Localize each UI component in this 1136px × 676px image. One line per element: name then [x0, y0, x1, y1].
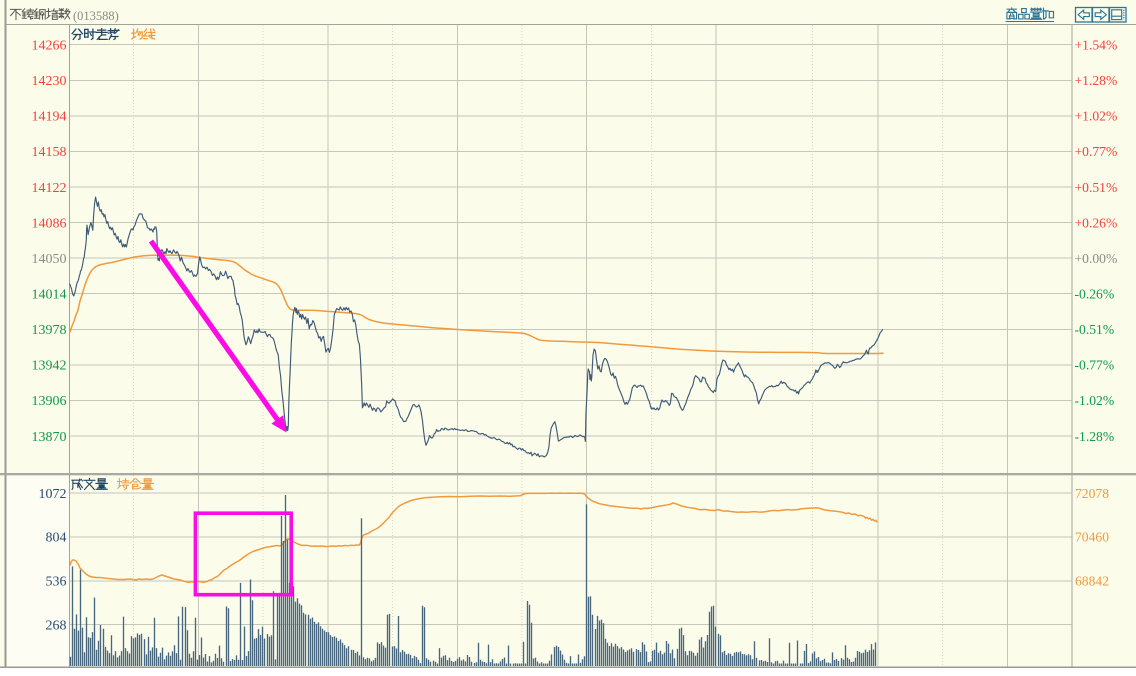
svg-text:14158: 14158 — [32, 145, 67, 160]
svg-text:-1.02%: -1.02% — [1075, 393, 1115, 408]
svg-text:536: 536 — [46, 575, 67, 590]
svg-text:13906: 13906 — [32, 394, 67, 409]
svg-text:1072: 1072 — [39, 487, 67, 502]
svg-text:+1.02%: +1.02% — [1075, 109, 1118, 124]
svg-text:14266: 14266 — [32, 39, 67, 54]
svg-text:14122: 14122 — [32, 181, 67, 196]
svg-text:+0.77%: +0.77% — [1075, 144, 1118, 159]
svg-text:14050: 14050 — [32, 252, 67, 267]
svg-text:268: 268 — [46, 619, 67, 634]
svg-text:-0.26%: -0.26% — [1075, 286, 1115, 301]
svg-text:13978: 13978 — [32, 323, 67, 338]
svg-text:-0.77%: -0.77% — [1075, 358, 1115, 373]
svg-text:+1.28%: +1.28% — [1075, 73, 1118, 88]
svg-text:14086: 14086 — [32, 216, 67, 231]
svg-text:+0.00%: +0.00% — [1075, 251, 1118, 266]
svg-text:(013588): (013588) — [73, 9, 119, 23]
svg-text:14230: 14230 — [32, 74, 67, 89]
svg-text:14194: 14194 — [32, 110, 67, 125]
svg-text:+0.26%: +0.26% — [1075, 215, 1118, 230]
svg-text:13942: 13942 — [32, 359, 67, 374]
svg-text:68842: 68842 — [1075, 574, 1109, 589]
svg-text:14014: 14014 — [32, 287, 67, 302]
svg-text:70460: 70460 — [1075, 530, 1109, 545]
svg-text:+0.51%: +0.51% — [1075, 180, 1118, 195]
svg-text:13870: 13870 — [32, 430, 67, 445]
svg-text:-0.51%: -0.51% — [1075, 322, 1115, 337]
svg-text:+1.54%: +1.54% — [1075, 38, 1118, 53]
svg-text:804: 804 — [46, 531, 67, 546]
svg-text:-1.28%: -1.28% — [1075, 429, 1115, 444]
svg-text:72078: 72078 — [1075, 486, 1109, 501]
